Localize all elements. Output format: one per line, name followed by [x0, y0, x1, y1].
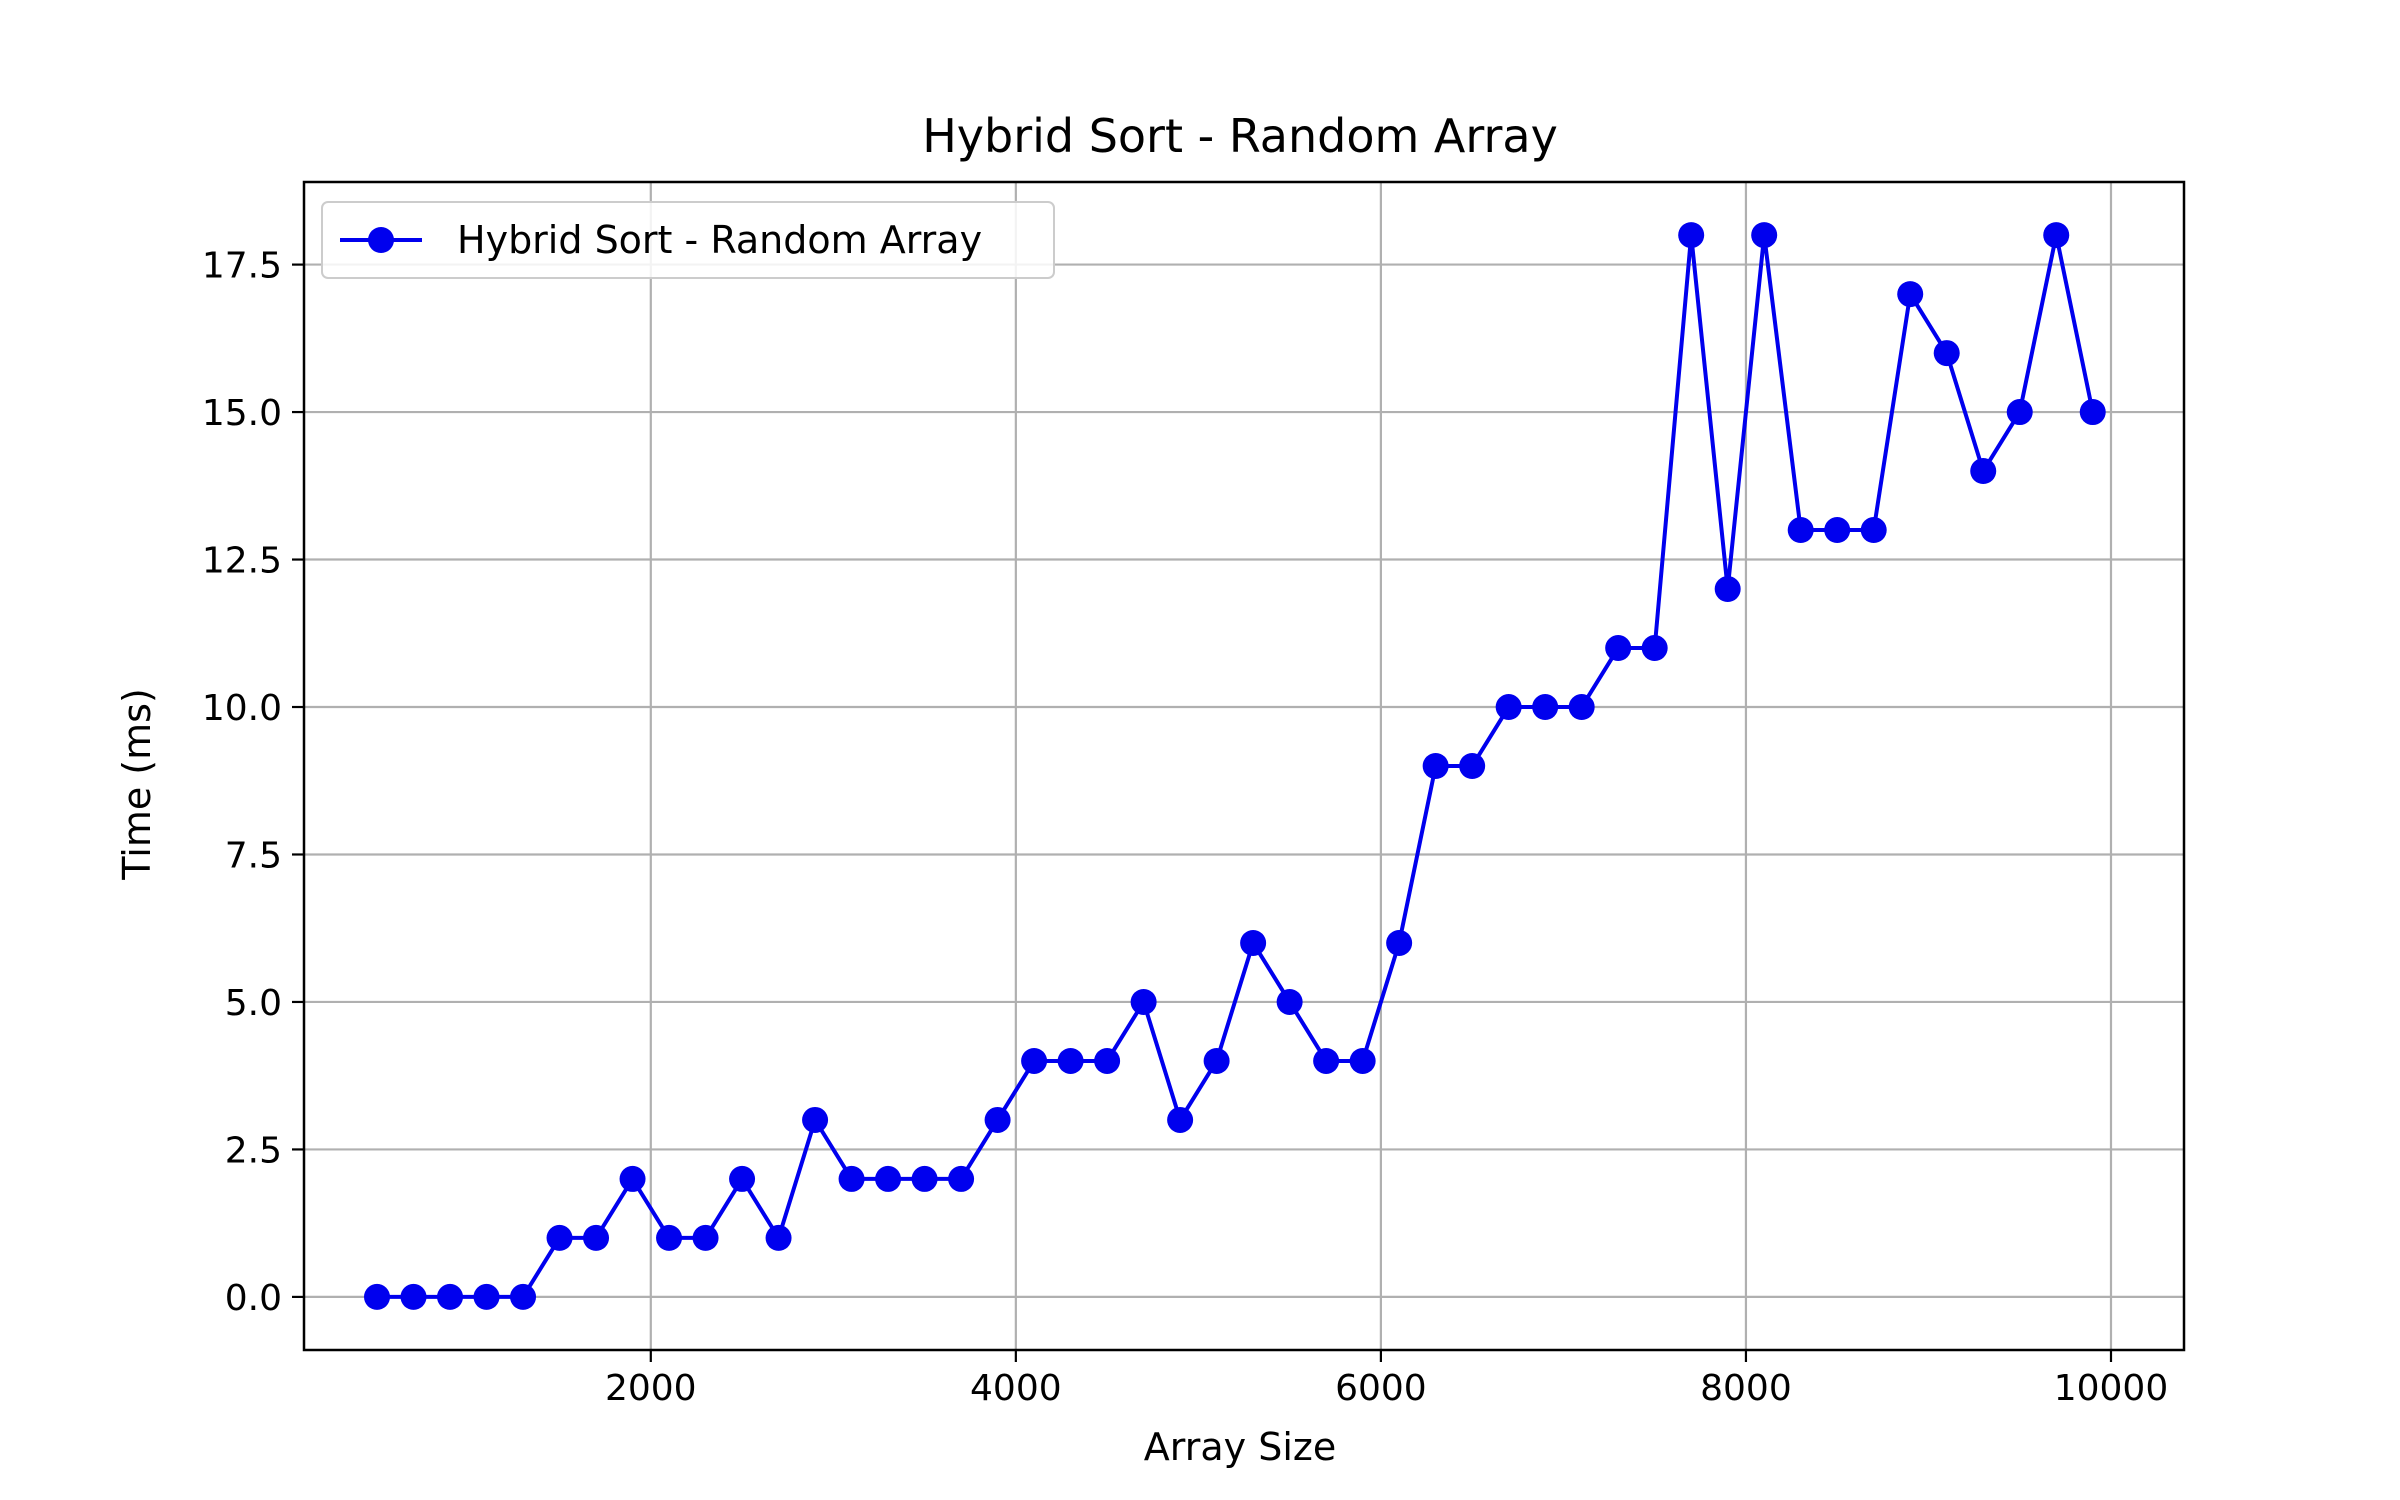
y-tick-label: 5.0 — [225, 983, 282, 1024]
data-point — [546, 1224, 573, 1251]
data-point — [364, 1283, 391, 1310]
data-point — [1422, 753, 1449, 779]
data-point — [948, 1165, 975, 1192]
data-point — [1495, 694, 1522, 721]
data-point — [838, 1165, 865, 1192]
y-tick-label: 17.5 — [202, 246, 282, 287]
y-tick-label: 0.0 — [225, 1278, 282, 1319]
series-layer — [364, 222, 2106, 1310]
data-point — [1678, 222, 1705, 249]
data-point — [400, 1283, 427, 1310]
data-point — [1605, 635, 1632, 662]
data-point — [437, 1283, 464, 1310]
plot-area-frame — [302, 180, 2186, 1352]
ticks: 2000 4000 6000 8000 10000 0.0 2.5 5.0 7.5 10.0 12.… — [202, 246, 2168, 1409]
data-point — [1970, 458, 1997, 485]
x-tick-label: 2000 — [605, 1368, 697, 1409]
data-point — [473, 1283, 500, 1310]
y-tick-label: 12.5 — [202, 541, 282, 582]
data-point — [1532, 694, 1559, 721]
data-point — [1824, 517, 1851, 544]
data-point — [802, 1106, 829, 1133]
y-tick-label: 2.5 — [225, 1130, 282, 1171]
data-point — [583, 1224, 610, 1251]
data-point — [1860, 517, 1887, 544]
legend: Hybrid Sort - Random Array — [321, 201, 1055, 279]
data-point — [1094, 1047, 1121, 1074]
x-tick-label: 8000 — [1700, 1368, 1792, 1409]
data-point — [1021, 1047, 1048, 1074]
x-tick-label: 6000 — [1335, 1368, 1427, 1409]
data-point — [1349, 1047, 1376, 1074]
data-point — [1240, 929, 1267, 956]
data-point — [1057, 1047, 1084, 1074]
data-point — [1167, 1106, 1194, 1133]
data-point — [510, 1283, 537, 1310]
legend-marker-swatch — [368, 227, 394, 253]
data-point — [1714, 576, 1741, 603]
data-point — [1130, 988, 1157, 1015]
data-point — [984, 1106, 1011, 1133]
data-point — [1203, 1047, 1230, 1074]
data-point — [619, 1165, 646, 1192]
legend-label: Hybrid Sort - Random Array — [457, 218, 982, 262]
data-point — [1568, 694, 1595, 721]
data-point — [1933, 340, 1960, 367]
data-point — [2006, 399, 2033, 426]
y-axis-label: Time (ms) — [115, 688, 159, 881]
x-tick-label: 10000 — [2054, 1368, 2169, 1409]
data-point — [1313, 1047, 1340, 1074]
data-point — [911, 1165, 938, 1192]
data-point — [2043, 222, 2070, 249]
data-point — [692, 1224, 719, 1251]
grid — [304, 182, 2184, 1350]
data-point — [765, 1224, 792, 1251]
data-point — [1276, 988, 1303, 1015]
x-tick-label: 4000 — [970, 1368, 1062, 1409]
data-point — [1787, 517, 1814, 544]
data-point — [656, 1224, 683, 1251]
data-point — [1386, 929, 1413, 956]
data-point — [1897, 281, 1924, 308]
y-tick-label: 15.0 — [202, 393, 282, 434]
data-point — [1459, 753, 1486, 779]
y-tick-label: 10.0 — [202, 688, 282, 729]
x-axis-label: Array Size — [1144, 1425, 1336, 1469]
chart-title: Hybrid Sort - Random Array — [922, 109, 1558, 163]
data-point — [729, 1165, 756, 1192]
data-point — [875, 1165, 902, 1192]
data-point — [2079, 399, 2106, 426]
legend-box — [321, 201, 1055, 279]
data-point — [1641, 635, 1668, 662]
data-point — [1751, 222, 1778, 249]
y-tick-label: 7.5 — [225, 835, 282, 876]
